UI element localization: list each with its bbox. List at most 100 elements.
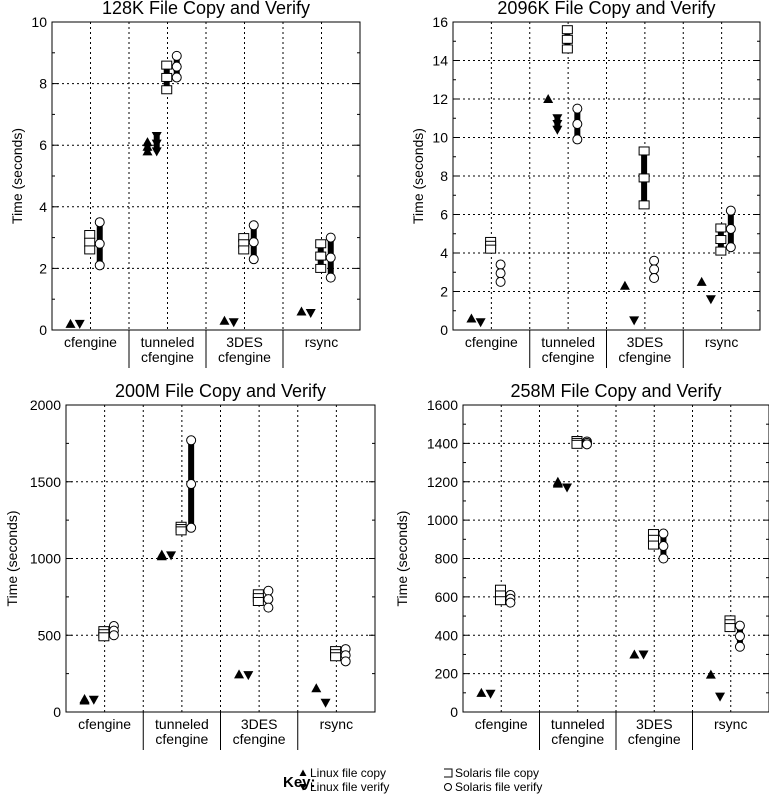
data-point-linux-copy: [619, 280, 630, 290]
data-point-solaris-verify: [495, 268, 506, 279]
data-point-linux-verify: [243, 671, 254, 681]
data-point-solaris-verify: [581, 439, 592, 450]
category-label: cfengine: [78, 716, 131, 732]
data-point-solaris-copy: [638, 173, 650, 183]
data-point-linux-verify: [705, 295, 716, 305]
data-point-solaris-verify: [171, 72, 182, 83]
data-point-solaris-verify: [572, 119, 583, 130]
category-label: rsync: [705, 334, 738, 350]
data-point-linux-copy: [65, 318, 76, 328]
data-point-solaris-verify: [572, 103, 583, 114]
data-point-linux-verify: [552, 120, 563, 130]
category-label: 3DES: [241, 716, 278, 732]
data-point-linux-verify: [715, 692, 726, 702]
y-tick-label: 2: [39, 260, 47, 276]
data-point-linux-copy: [296, 306, 307, 316]
data-point-solaris-verify: [186, 522, 197, 533]
y-tick-label: 0: [39, 322, 47, 338]
data-point-linux-verify: [88, 695, 99, 705]
data-point-solaris-copy: [315, 239, 327, 249]
category-label: tunneled: [551, 716, 605, 732]
data-point-solaris-copy: [715, 246, 727, 256]
y-tick-label: 10: [31, 14, 47, 30]
data-point-solaris-copy: [98, 632, 110, 642]
y-tick-label: 1600: [427, 397, 458, 413]
data-point-solaris-verify: [108, 630, 119, 641]
data-point-solaris-copy: [315, 263, 327, 273]
data-point-solaris-verify: [649, 264, 660, 275]
y-tick-label: 500: [38, 627, 62, 643]
data-point-solaris-copy: [571, 439, 583, 449]
data-point-linux-copy: [476, 687, 487, 697]
y-axis-label: Time (seconds): [9, 128, 25, 224]
y-tick-label: 600: [435, 589, 459, 605]
data-point-solaris-copy: [161, 60, 173, 70]
data-point-linux-verify: [562, 483, 573, 493]
category-label: 3DES: [636, 716, 673, 732]
data-point-linux-verify: [320, 698, 331, 708]
data-point-linux-copy: [234, 669, 245, 679]
data-point-linux-copy: [696, 276, 707, 286]
data-point-linux-verify: [638, 650, 649, 660]
category-label: cfengine: [551, 731, 604, 747]
data-point-solaris-copy: [638, 200, 650, 210]
data-point-linux-verify: [629, 316, 640, 326]
category-label: cfengine: [233, 731, 286, 747]
chart-panel-1: 128K File Copy and Verify Time (seconds) 0…: [9, 0, 361, 368]
category-label: cfengine: [465, 334, 518, 350]
data-point-solaris-copy: [315, 251, 327, 261]
data-point-solaris-copy: [175, 526, 187, 536]
data-point-solaris-verify: [734, 620, 745, 631]
data-point-solaris-copy: [715, 223, 727, 233]
data-point-linux-copy: [156, 551, 167, 561]
chart-panel-3: 200M File Copy and Verify Time (seconds) 0…: [4, 381, 376, 750]
data-point-solaris-copy: [84, 245, 96, 255]
data-point-linux-verify: [151, 147, 162, 157]
legend-title: Key:: [283, 774, 316, 791]
data-point-solaris-copy: [715, 235, 727, 245]
y-axis-label: Time (seconds): [410, 128, 426, 224]
data-point-solaris-verify: [248, 220, 259, 231]
data-point-solaris-copy: [647, 540, 659, 550]
category-label: cfengine: [475, 716, 528, 732]
data-point-solaris-verify: [248, 254, 259, 265]
data-point-solaris-verify: [171, 50, 182, 61]
data-point-solaris-copy: [638, 146, 650, 156]
category-label: cfengine: [141, 349, 194, 365]
y-tick-label: 16: [432, 14, 448, 30]
data-point-linux-verify: [552, 125, 563, 135]
legend-label: Solaris file verify: [455, 780, 542, 794]
data-point-solaris-copy: [161, 72, 173, 82]
data-point-linux-copy: [466, 313, 477, 323]
y-tick-label: 4: [440, 245, 448, 261]
y-axis-label: Time (seconds): [4, 511, 20, 607]
category-label: tunneled: [541, 334, 595, 350]
y-tick-label: 1500: [30, 474, 61, 490]
data-point-linux-copy: [543, 94, 554, 103]
y-tick-label: 0: [53, 704, 61, 720]
y-tick-label: 1200: [427, 474, 458, 490]
data-point-solaris-verify: [186, 479, 197, 490]
data-point-solaris-verify: [263, 602, 274, 613]
y-tick-label: 6: [39, 137, 47, 153]
y-tick-label: 10: [432, 130, 448, 146]
data-point-solaris-verify: [94, 260, 105, 271]
data-point-solaris-verify: [649, 255, 660, 266]
legend-marker-solaris-copy: [444, 768, 453, 778]
data-point-linux-copy: [219, 315, 230, 325]
data-point-linux-verify: [151, 131, 162, 141]
data-point-linux-verify: [166, 551, 177, 561]
data-point-solaris-verify: [248, 237, 259, 248]
data-point-solaris-verify: [725, 205, 736, 216]
data-point-solaris-copy: [84, 230, 96, 240]
category-label: tunneled: [141, 334, 195, 350]
y-tick-label: 2: [440, 284, 448, 300]
y-tick-label: 1000: [30, 551, 61, 567]
category-label: cfengine: [618, 349, 671, 365]
data-point-solaris-verify: [94, 217, 105, 228]
data-point-solaris-verify: [171, 61, 182, 72]
data-point-solaris-copy: [494, 596, 506, 606]
data-point-linux-copy: [142, 137, 153, 147]
